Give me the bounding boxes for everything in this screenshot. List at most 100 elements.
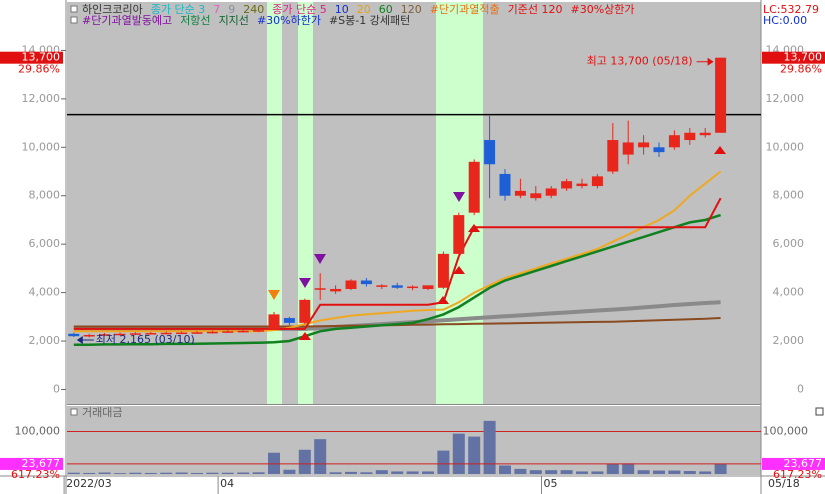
high-note: 최고 13,700 (05/18) [587, 55, 693, 68]
arrow-down [299, 278, 311, 288]
volume-bar [545, 470, 558, 474]
volume-bar [329, 472, 342, 474]
legend-item: #30%하한가 [257, 13, 321, 27]
close-box[interactable] [815, 407, 824, 416]
volume-change: 617.23% [11, 468, 60, 481]
candle-body [314, 288, 326, 290]
legend-item: #단기과열발동예고 [82, 14, 172, 27]
change-label: 29.86% [780, 63, 822, 76]
volume-tick-label: 100,000 [763, 425, 809, 438]
candle-body [206, 331, 218, 334]
volume-title: 거래대금 [82, 406, 122, 419]
legend-item: 종가 단순 5 [272, 3, 326, 16]
y-tick-label: 0 [797, 382, 804, 395]
volume-bar [714, 463, 727, 474]
volume-bar [591, 471, 604, 474]
volume-bar [206, 472, 219, 474]
y-tick-label: 0 [53, 382, 60, 395]
signal-arrows [268, 146, 726, 340]
legend-row: #단기과열발동예고 저항선 지지선 #30%하한가 #S봉-1 강세패턴 [82, 13, 410, 27]
candle-body [545, 188, 557, 196]
volume-box [0, 457, 63, 470]
candle-body [437, 253, 449, 288]
legend-item: 10 [335, 3, 349, 16]
volume-icon [70, 408, 78, 416]
volume-bar [529, 470, 542, 474]
corner-label: HC:0.00 [763, 14, 807, 27]
candle-body [360, 280, 372, 285]
legend-item: #단기과열적출 [430, 3, 500, 16]
note-arrow-head [707, 57, 714, 66]
legend-item: 120 [401, 3, 422, 16]
y-tick-label: 2,000 [29, 334, 61, 347]
volume-bar [237, 472, 250, 474]
volume-bar [653, 470, 665, 474]
volume-bar [283, 469, 296, 474]
volume-bar [683, 471, 696, 474]
volume-label: 23,677 [784, 457, 823, 470]
candle-body [453, 215, 465, 254]
ma-line [73, 197, 722, 330]
volume-bar [252, 472, 265, 474]
candle-body [237, 330, 249, 333]
price-panel [67, 2, 761, 404]
volume-bar [160, 472, 173, 474]
candle-body [145, 333, 157, 335]
x-tick-label: 04 [220, 477, 234, 490]
low-note: 최저 2,165 (03/10) [96, 333, 195, 346]
legend-item: 종가 단순 3 [151, 3, 205, 16]
volume-bar [144, 472, 157, 474]
ma-line [73, 213, 721, 346]
candle-body [114, 333, 126, 336]
x-tick-label: 05 [544, 477, 558, 490]
volume-bar [668, 470, 681, 474]
y-tick-label: 10,000 [22, 140, 61, 153]
candle-body [684, 132, 696, 141]
y-tick-label: 6,000 [29, 237, 61, 250]
legend-item: 240 [243, 3, 264, 16]
candle-body [222, 331, 234, 333]
volume-bar [699, 471, 712, 474]
candle-body [622, 142, 634, 155]
arrow-down [314, 254, 326, 264]
candle-body [268, 314, 280, 329]
candle-body [607, 140, 619, 172]
candle-body [561, 181, 573, 189]
arrow-down [268, 290, 280, 300]
legend-icon [70, 16, 78, 24]
y-tick-label: 8,000 [29, 189, 61, 202]
y-tick-label: 10,000 [766, 140, 805, 153]
volume-bar [406, 471, 419, 474]
candle-body [299, 299, 311, 323]
volume-bar [606, 463, 619, 474]
volume-label: 23,677 [22, 457, 61, 470]
volume-bar [422, 471, 434, 474]
candle-body [391, 285, 403, 288]
cursor-date: 05/18 [768, 477, 800, 490]
volume-bar [560, 470, 573, 474]
price-box [0, 51, 63, 64]
candle-body [484, 140, 496, 165]
candle-body [699, 132, 711, 136]
volume-bar [345, 471, 357, 474]
volume-bar [129, 472, 142, 474]
volume-bar [468, 436, 481, 474]
volume-panel [67, 406, 761, 475]
legend-item: 저항선 [180, 14, 210, 27]
arrow-up [468, 224, 480, 232]
volume-bar [268, 452, 280, 474]
volume-bar [83, 472, 96, 474]
y-tick-label: 4,000 [773, 286, 805, 299]
candle-body [345, 280, 357, 289]
arrow-up [714, 146, 726, 154]
legend-item: 하인크코리아 [82, 2, 143, 16]
candle-body [715, 57, 727, 133]
volume-bar [298, 449, 311, 474]
arrow-down [453, 192, 465, 202]
volume-bar [67, 472, 80, 474]
candle-body [176, 332, 188, 335]
volume-bar [221, 472, 234, 474]
legend-item: 지지선 [219, 14, 249, 27]
y-tick-label: 12,000 [22, 92, 61, 105]
volume-bar [637, 470, 650, 474]
